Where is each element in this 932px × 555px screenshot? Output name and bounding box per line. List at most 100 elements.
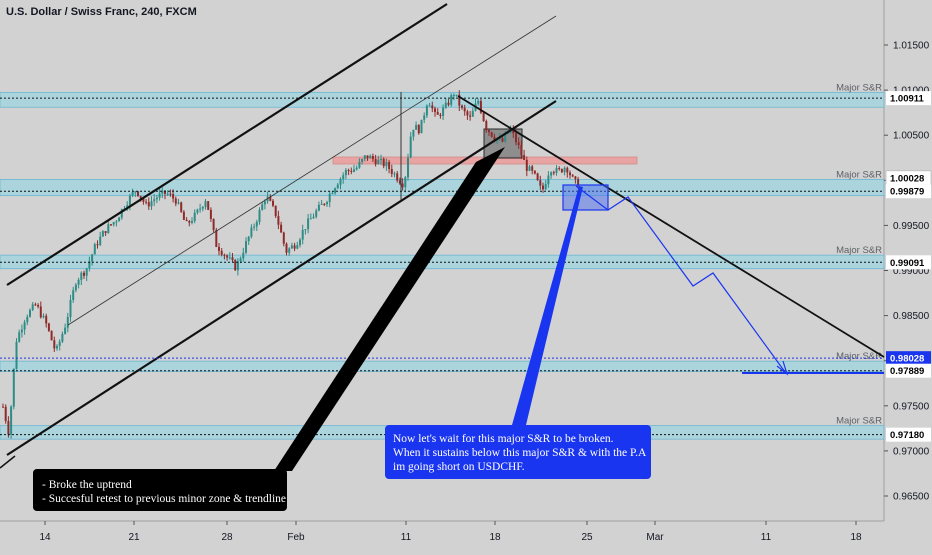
candle-body-102 (277, 216, 280, 225)
candle-body-24 (66, 317, 69, 328)
y-tick-label-0: 1.01500 (893, 41, 930, 52)
annotation-left-box (33, 469, 287, 511)
price-label-6: 0.97180 (890, 430, 924, 441)
candle-body-77 (209, 209, 212, 219)
candle-body-14 (39, 306, 42, 318)
candle-body-156 (423, 115, 426, 120)
candle-body-208 (563, 167, 566, 173)
candle-body-170 (461, 105, 463, 108)
candle-body-2 (7, 420, 10, 435)
candle-body-39 (107, 224, 110, 234)
left-trend-stub (0, 455, 16, 469)
candle-body-127 (344, 170, 347, 176)
candle-body-4 (12, 368, 15, 407)
candle-body-120 (326, 202, 328, 205)
candle-body-126 (342, 175, 345, 179)
candle-body-153 (415, 125, 418, 130)
candle-body-13 (37, 305, 40, 307)
candle-body-32 (88, 261, 91, 269)
price-label-bg-2 (886, 184, 931, 199)
candle-body-194 (525, 159, 528, 171)
y-tick-label-6: 0.98500 (893, 311, 930, 322)
x-tick-label-4: 11 (401, 532, 412, 543)
candle-body-161 (436, 111, 439, 115)
x-tick-label-9: 18 (850, 532, 862, 543)
candle-body-86 (234, 260, 237, 271)
entry-box (562, 184, 609, 211)
y-tick-label-4: 0.99500 (893, 221, 930, 232)
black-pointer (274, 147, 505, 471)
candle-body-172 (466, 111, 469, 116)
candle-body-105 (285, 243, 288, 253)
x-tick-label-0: 14 (39, 532, 51, 543)
candle-body-110 (299, 239, 301, 246)
candle-body-16 (45, 315, 48, 324)
candle-body-55 (150, 201, 153, 207)
candle-body-62 (169, 193, 172, 195)
candle-body-100 (272, 200, 274, 206)
candle-body-81 (220, 250, 223, 255)
x-axis-ticks: 14 21 28 Feb 11 18 25 Mar 11 18 (39, 521, 862, 543)
candle-body-91 (247, 236, 250, 242)
price-label-bg-3 (886, 255, 931, 270)
price-label-bg-6 (886, 427, 931, 442)
candle-body-137 (371, 156, 374, 160)
annotation-left: - Broke the uptrend - Succesful retest t… (33, 469, 287, 511)
candle-body-27 (74, 284, 77, 291)
chart-title: U.S. Dollar / Swiss Franc, 240, FXCM (6, 6, 197, 18)
candle-body-1 (4, 406, 7, 421)
candle-body-87 (236, 261, 239, 271)
candle-body-199 (539, 180, 542, 186)
candle-body-111 (301, 229, 304, 240)
price-label-bg-4 (886, 351, 931, 366)
candle-body-11 (31, 304, 34, 310)
candle-body-12 (34, 304, 37, 306)
x-tick-label-1: 21 (128, 532, 140, 543)
candle-body-71 (193, 212, 196, 222)
candle-body-173 (469, 115, 472, 117)
candle-body-202 (547, 175, 550, 185)
candle-body-96 (261, 204, 264, 211)
candle-body-42 (115, 221, 118, 223)
candle-body-54 (147, 202, 150, 207)
candle-body-44 (120, 209, 123, 218)
candle-body-135 (366, 155, 369, 159)
candle-body-130 (353, 169, 355, 172)
price-label-2: 0.99879 (890, 187, 924, 198)
candle-body-167 (452, 95, 455, 97)
candle-body-107 (290, 245, 293, 249)
candle-body-177 (479, 100, 482, 113)
candle-body-5 (15, 341, 18, 369)
price-label-bg-5 (886, 363, 931, 378)
candle-body-10 (29, 309, 31, 317)
candle-body-94 (255, 221, 258, 227)
candle-body-41 (112, 222, 115, 225)
candle-body-122 (331, 193, 334, 195)
candle-body-31 (85, 268, 88, 276)
candle-body-179 (485, 121, 488, 131)
x-tick-label-2: 28 (221, 532, 233, 543)
candle-body-196 (531, 166, 534, 171)
sr-zone-label-2: Major S&R (836, 245, 882, 256)
candle-body-159 (431, 105, 434, 109)
candle-body-76 (207, 201, 210, 210)
candle-body-60 (164, 190, 166, 194)
sr-zones: Major S&R Major S&R Major S&R Major S&R Majo… (0, 82, 885, 440)
candle-body-8 (23, 322, 26, 330)
sr-zone-label-4: Major S&R (836, 416, 882, 427)
annotation-right-line3: im going short on USDCHF. (393, 461, 525, 473)
channel-lower-line (6, 100, 557, 456)
candle-body-155 (420, 119, 423, 134)
candle-body-119 (323, 203, 326, 205)
candle-body-95 (258, 210, 261, 222)
candle-body-80 (218, 246, 220, 251)
y-tick-label-1: 1.01000 (893, 86, 930, 97)
candle-body-9 (26, 316, 29, 323)
candle-body-191 (517, 142, 520, 145)
candle-body-141 (382, 158, 385, 167)
candle-body-124 (336, 184, 339, 189)
candle-body-171 (463, 107, 466, 112)
candle-body-213 (577, 179, 580, 189)
price-label-0: 1.00911 (890, 94, 925, 105)
